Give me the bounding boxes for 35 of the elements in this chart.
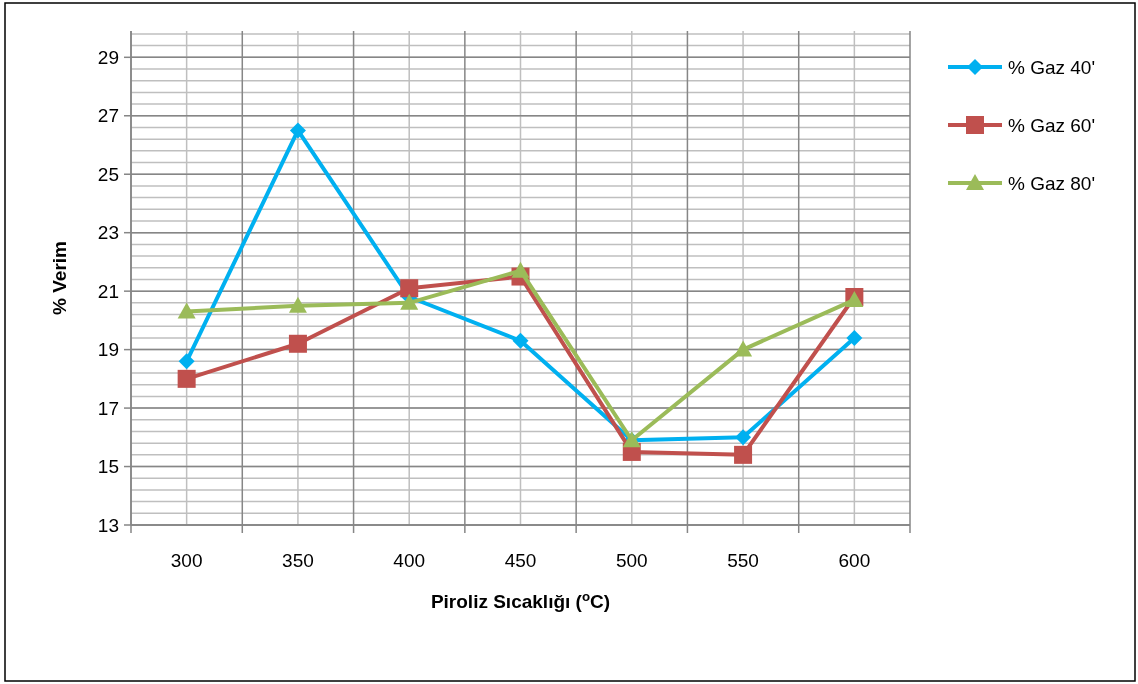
x-tick-label: 350 [282,550,314,571]
y-tick-label: 15 [97,456,119,478]
x-tick-label: 450 [504,550,537,571]
legend-label: % Gaz 60' [1008,114,1096,136]
x-axis-title: Piroliz Sıcaklığı ($^{o}$C) [430,588,611,612]
y-tick-label: 21 [97,280,119,302]
legend-label: % Gaz 80' [1008,172,1096,194]
point [734,340,753,357]
y-tick-label: 25 [97,163,119,185]
point [400,279,419,298]
point [177,369,196,388]
y-tick-label: 29 [97,46,119,68]
x-tick-label: 550 [727,550,759,571]
point [846,329,863,346]
point [288,296,307,313]
y-tick-label: 13 [97,514,119,536]
legend-label: % Gaz 40' [1008,56,1096,78]
point [734,445,753,464]
point [178,353,195,370]
y-axis-title: % Verim [49,241,70,315]
y-tick-label: 27 [97,105,119,127]
y-tick-label: 23 [97,222,119,244]
x-tick-label: 500 [615,550,648,571]
point [512,332,529,349]
point [511,261,530,278]
y-tick-label: 17 [97,397,119,419]
point [735,429,752,446]
x-tick-label: 600 [838,550,871,571]
point [177,302,196,319]
point [400,293,419,310]
y-tick-label: 19 [97,339,119,361]
point [288,334,307,353]
point [289,122,306,139]
x-tick-label: 300 [170,550,203,571]
x-tick-label: 400 [393,550,426,571]
